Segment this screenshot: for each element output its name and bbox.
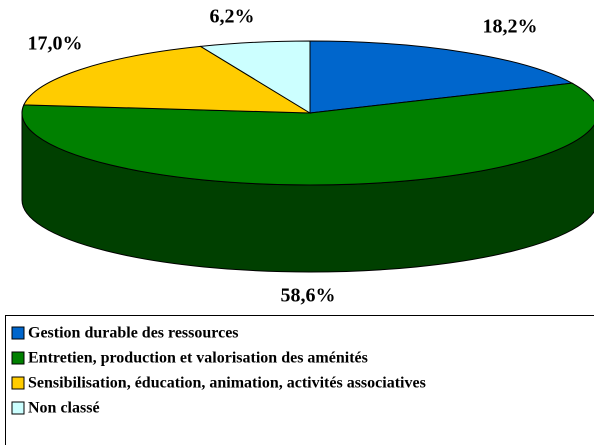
- slice: [309, 40, 574, 114]
- legend-box: [5, 315, 594, 445]
- data-label: 6,2%: [210, 6, 255, 28]
- legend-swatch: [11, 376, 25, 390]
- data-label: 58,6%: [281, 285, 336, 307]
- legend-label: Gestion durable des ressources: [28, 325, 239, 342]
- legend: Gestion durable des ressources Entretien,…: [5, 315, 594, 445]
- slice: [199, 40, 311, 114]
- legend-label: Non classé: [28, 400, 100, 417]
- slice: [23, 45, 312, 114]
- legend-swatch: [11, 326, 25, 340]
- data-label: 18,2%: [483, 16, 538, 38]
- slice: [21, 82, 594, 186]
- legend-label: Entretien, production et valorisation de…: [28, 350, 368, 367]
- data-label: 17,0%: [28, 33, 83, 55]
- legend-swatch: [11, 401, 25, 415]
- legend-label: Sensibilisation, éducation, animation, a…: [28, 375, 426, 392]
- legend-swatch: [11, 351, 25, 365]
